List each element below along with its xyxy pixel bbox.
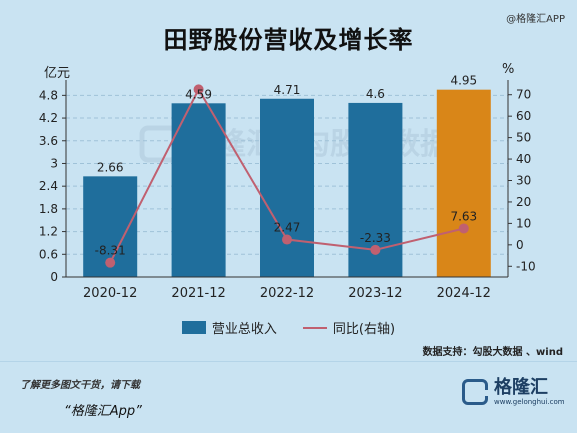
bar-revenue-2024-12: [436, 89, 491, 277]
logo-name: 格隆汇: [494, 377, 548, 398]
bar-value-label: 4.6: [366, 87, 385, 101]
bar-value-label: 2.66: [97, 160, 124, 174]
chart-title: 田野股份营收及增长率: [163, 26, 414, 54]
top-watermark: @格隆汇APP: [506, 14, 565, 25]
legend-swatch-line: [302, 326, 327, 329]
footer-divider: [0, 361, 577, 362]
right-tick-label: 40: [516, 152, 531, 166]
left-tick-label: 3: [50, 156, 58, 170]
yoy-value-label: 2.47: [274, 221, 301, 235]
promo-text: 了解更多图文干货，请下载: [20, 380, 140, 391]
left-tick-label: 0: [50, 270, 58, 284]
right-tick-label: 0: [516, 238, 524, 252]
bar-value-label: 4.59: [185, 87, 212, 101]
yoy-point-2023-12: [370, 244, 381, 255]
left-tick-label: 3.6: [39, 134, 58, 148]
x-tick-label: 2023-12: [348, 286, 402, 301]
bar-revenue-2021-12: [171, 103, 226, 277]
yoy-value-label: -8.31: [95, 244, 126, 258]
right-tick-label: 20: [516, 195, 531, 209]
bar-revenue-2022-12: [260, 98, 314, 278]
logo-url: www.gelonghui.com: [494, 398, 565, 406]
bar-value-label: 4.71: [274, 83, 301, 97]
right-tick-label: 10: [516, 216, 531, 230]
left-tick-label: 1.8: [39, 202, 58, 216]
left-tick-label: 2.4: [39, 179, 58, 193]
legend-item-revenue: 营业总收入: [181, 318, 277, 337]
bar-value-label: 4.95: [450, 74, 477, 88]
x-tick-label: 2022-12: [260, 286, 314, 301]
yoy-point-2021-12: [193, 84, 204, 95]
yoy-point-2020-12: [105, 257, 116, 268]
x-tick-label: 2021-12: [171, 286, 225, 301]
legend-label-yoy: 同比(右轴): [332, 322, 396, 337]
brand-logo: 格隆汇 www.gelonghui.com: [462, 378, 565, 406]
left-tick-label: 0.6: [39, 247, 58, 261]
chart-legend: 营业总收入 同比(右轴): [0, 318, 577, 337]
right-tick-label: 70: [516, 88, 531, 102]
legend-item-yoy: 同比(右轴): [302, 318, 396, 337]
yoy-value-label: 7.63: [450, 209, 477, 223]
x-tick-label: 2020-12: [83, 286, 137, 301]
left-tick-label: 4.2: [39, 111, 58, 125]
right-tick-label: 50: [516, 131, 531, 145]
yoy-point-2022-12: [282, 234, 292, 245]
right-tick-label: 60: [516, 109, 531, 123]
left-axis-unit: 亿元: [44, 66, 71, 81]
yoy-value-label: -2.33: [360, 231, 391, 245]
yoy-point-2024-12: [458, 223, 469, 234]
x-tick-label: 2024-12: [437, 286, 491, 301]
left-tick-label: 4.8: [39, 88, 58, 102]
promo-app-name: “格隆汇App”: [64, 404, 142, 419]
legend-label-revenue: 营业总收入: [211, 322, 277, 337]
logo-icon: [462, 379, 488, 405]
right-tick-label: -10: [516, 259, 536, 273]
left-tick-label: 1.2: [39, 225, 58, 239]
right-tick-label: 30: [516, 174, 531, 188]
legend-swatch-bar: [181, 321, 206, 334]
right-axis-unit: %: [502, 62, 515, 77]
data-source: 数据支持：勾股大数据 、wind: [422, 347, 563, 358]
